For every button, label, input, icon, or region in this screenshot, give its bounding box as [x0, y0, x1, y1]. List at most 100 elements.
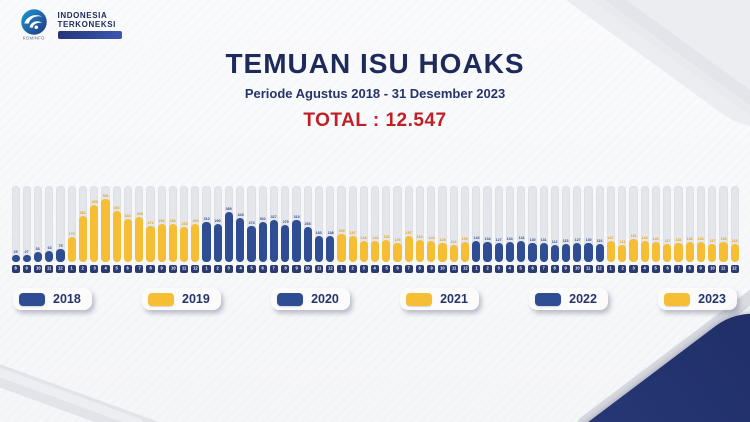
wordmark-line-1: INDONESIA: [57, 11, 108, 20]
bar-fill: [326, 235, 335, 262]
bar-value-label: 134: [484, 237, 491, 242]
bar-fill: [483, 242, 492, 262]
bar-2019-m5: 402 5: [111, 186, 122, 273]
month-chip-label: 2: [351, 266, 354, 271]
bar-track: [415, 186, 425, 262]
bar-2021-m11: 114 11: [448, 186, 459, 273]
bar-fill: [224, 212, 234, 262]
bar-2021-m5: 153 5: [381, 186, 392, 273]
bar-value-label: 112: [551, 240, 558, 244]
bar-track: [45, 186, 54, 262]
month-chip: 8: [11, 264, 20, 273]
month-chip-label: 12: [462, 266, 468, 271]
month-chip-label: 10: [305, 266, 310, 271]
bar-value-label: 140: [652, 236, 659, 241]
bar-fill: [78, 216, 88, 262]
month-chip-label: 11: [721, 266, 726, 271]
bar-value-label: 127: [574, 238, 581, 243]
bar-value-label: 161: [630, 234, 637, 239]
bar-value-label: 290: [214, 219, 221, 223]
bar-2023-m11: 133 11: [718, 186, 729, 273]
month-chip: 5: [517, 264, 526, 273]
bar-2022-m9: 115 9: [560, 186, 571, 273]
bar-fill: [281, 225, 290, 262]
month-chip: 1: [472, 264, 481, 273]
bar-fill: [561, 244, 571, 262]
bar-track: [472, 186, 481, 262]
month-chip-label: 6: [261, 266, 264, 271]
month-chip: 11: [314, 264, 324, 273]
bar-value-label: 310: [203, 216, 210, 221]
bar-fill: [460, 241, 470, 262]
bar-value-label: 389: [226, 207, 233, 212]
bar-track: [247, 186, 256, 262]
bar-2019-m8: 271 8: [145, 186, 156, 273]
bar-2023-m10: 117 10: [707, 186, 718, 273]
month-chip-label: 11: [181, 266, 187, 271]
month-chip: 2: [78, 264, 88, 273]
legend-color-chip: [664, 292, 691, 306]
bar-fill: [11, 255, 20, 262]
legend-item-2019: 2019: [142, 288, 221, 310]
bar-value-label: 205: [338, 229, 345, 233]
bar-2021-m8: 154 8: [414, 186, 425, 273]
bar-fill: [258, 222, 267, 262]
month-chip: 7: [135, 264, 144, 273]
bar-2020-m5: 274 5: [246, 186, 257, 273]
bar-fill: [337, 233, 346, 262]
bar-2020-m6: 302 6: [257, 186, 268, 273]
bar-track: [674, 186, 683, 262]
month-chip-label: 1: [205, 266, 208, 271]
year-legend: 2018 2019 2020 2021 2022 2023: [13, 288, 737, 310]
month-chip: 9: [427, 264, 436, 273]
bar-track: [573, 186, 582, 262]
month-chip: 4: [640, 264, 649, 273]
bar-2023-m4: 144 4: [639, 186, 650, 273]
month-chip: 3: [359, 264, 368, 273]
bar-fill: [404, 235, 413, 262]
month-chip-label: 7: [542, 266, 545, 271]
bar-2019-m3: 453 3: [89, 186, 100, 273]
bar-fill: [146, 226, 155, 262]
month-chip-label: 2: [621, 266, 624, 271]
bar-value-label: 133: [720, 237, 727, 242]
month-chip: 1: [606, 264, 616, 273]
month-chip-label: 1: [70, 266, 73, 271]
month-chip-label: 1: [475, 266, 478, 271]
bar-2020-m8: 279 8: [280, 186, 291, 273]
month-chip-label: 10: [575, 266, 580, 271]
bar-value-label: 263: [181, 222, 188, 227]
bar-2022-m2: 134 2: [482, 186, 493, 273]
bar-value-label: 53: [36, 247, 41, 251]
bar-fill: [371, 241, 380, 262]
month-chip: 11: [584, 264, 593, 273]
month-chip-label: 6: [531, 266, 534, 271]
month-chip: 2: [348, 264, 357, 273]
bar-fill: [629, 239, 638, 262]
bar-value-label: 117: [709, 239, 716, 244]
bar-track: [371, 186, 380, 262]
bar-track: [584, 186, 593, 262]
month-chip: 3: [90, 264, 99, 273]
month-chip-label: 11: [586, 266, 591, 271]
bar-value-label: 292: [158, 219, 165, 223]
bar-fill: [236, 217, 245, 262]
bar-fill: [674, 242, 683, 262]
bar-value-label: 131: [675, 237, 682, 242]
bar-track: [427, 186, 436, 262]
month-chip: 8: [685, 264, 694, 273]
legend-item-2018: 2018: [13, 288, 92, 310]
month-chip: 7: [539, 264, 548, 273]
bar-fill: [708, 244, 717, 262]
bar-fill: [112, 210, 121, 262]
month-chip: 2: [483, 264, 492, 273]
bar-2023-m9: 134 9: [695, 186, 706, 273]
month-chip: 4: [236, 264, 245, 273]
bar-value-label: 153: [383, 235, 390, 239]
month-chip-label: 3: [93, 266, 96, 271]
bar-track: [460, 186, 470, 262]
month-chip-label: 6: [396, 266, 399, 271]
month-chip-label: 10: [440, 266, 445, 271]
bar-2022-m12: 116 12: [594, 186, 605, 273]
month-chip-label: 4: [239, 266, 242, 271]
